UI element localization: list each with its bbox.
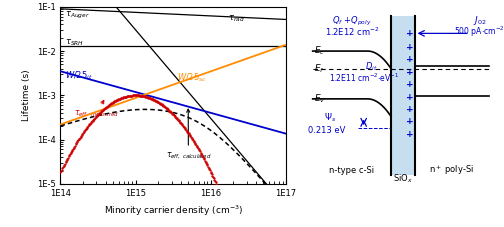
Text: $E_c$: $E_c$ [313, 45, 325, 57]
Text: $W/25_{it}$: $W/25_{it}$ [65, 69, 93, 82]
Text: SiO$_x$: SiO$_x$ [393, 172, 413, 185]
Text: $\tau_{eff,\ calculated}$: $\tau_{eff,\ calculated}$ [166, 109, 211, 161]
Text: $W/25_{sc}$: $W/25_{sc}$ [176, 72, 206, 84]
Text: +: + [406, 93, 414, 102]
Text: $J_{02}$: $J_{02}$ [473, 15, 486, 27]
Text: +: + [406, 80, 414, 89]
Text: +: + [406, 130, 414, 139]
Text: +: + [406, 55, 414, 64]
Text: n$^+$ poly-Si: n$^+$ poly-Si [429, 163, 474, 177]
Text: $E_v$: $E_v$ [313, 93, 325, 105]
Text: $\tau_{eff,\ measured}$: $\tau_{eff,\ measured}$ [74, 101, 118, 119]
Text: $\tau_{Auger}$: $\tau_{Auger}$ [65, 10, 90, 21]
X-axis label: Minority carrier density (cm$^{-3}$): Minority carrier density (cm$^{-3}$) [104, 203, 243, 218]
Text: 500 pA$\cdot$cm$^{-2}$: 500 pA$\cdot$cm$^{-2}$ [454, 24, 504, 39]
Y-axis label: Lifetime (s): Lifetime (s) [22, 69, 31, 121]
Bar [391, 16, 415, 175]
Text: $D_{it}$: $D_{it}$ [365, 61, 378, 73]
Text: n-type c-Si: n-type c-Si [329, 166, 374, 175]
Text: +: + [406, 105, 414, 114]
Text: 1.2E12 cm$^{-2}$: 1.2E12 cm$^{-2}$ [325, 25, 379, 38]
Text: +: + [406, 29, 414, 38]
Text: +: + [406, 68, 414, 77]
Text: $\tau_{SRH}$: $\tau_{SRH}$ [65, 37, 84, 48]
Text: $\tau_{rad}$: $\tau_{rad}$ [228, 13, 245, 24]
Text: +: + [406, 43, 414, 52]
Text: $Q_f$ +$Q_{poly}$: $Q_f$ +$Q_{poly}$ [332, 15, 372, 27]
Text: +: + [406, 117, 414, 126]
Text: 1.2E11 cm$^{-2}$$\cdot$eV$^{-1}$: 1.2E11 cm$^{-2}$$\cdot$eV$^{-1}$ [329, 72, 399, 84]
Text: $E_f$: $E_f$ [313, 62, 325, 75]
Text: 0.213 eV: 0.213 eV [308, 126, 345, 136]
Text: $\Psi_s$: $\Psi_s$ [324, 111, 337, 124]
